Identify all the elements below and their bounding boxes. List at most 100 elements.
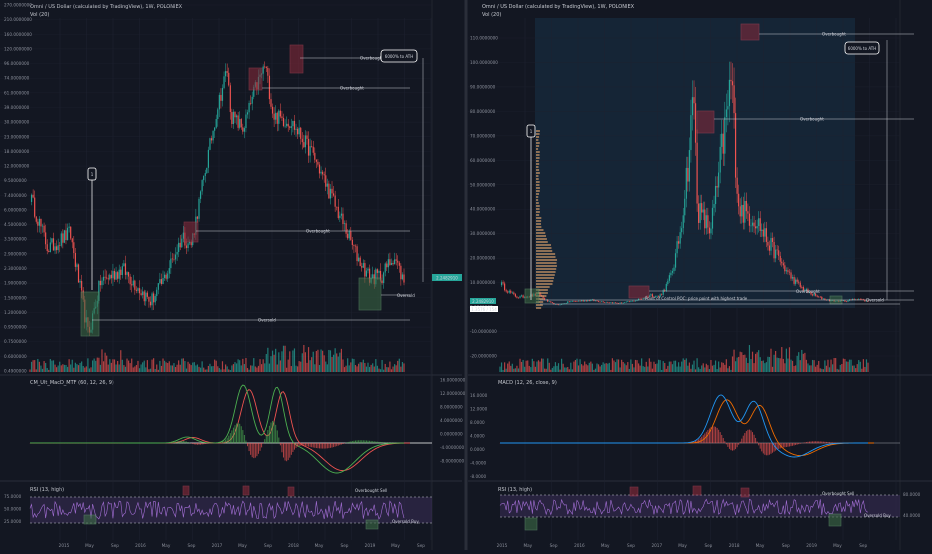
right-volume-profile-bar bbox=[536, 217, 541, 219]
right-volume-bar bbox=[647, 366, 648, 372]
left-candle-body bbox=[133, 281, 134, 286]
left-volume-bar bbox=[141, 364, 142, 372]
left-y-tick-label: 18.0000000 bbox=[4, 149, 30, 154]
left-candle-body bbox=[181, 239, 182, 248]
right-volume-profile-bar bbox=[536, 202, 539, 204]
left-candle-body bbox=[200, 191, 201, 198]
right-macd-hist bbox=[738, 443, 739, 445]
right-volume-bar bbox=[504, 362, 505, 372]
right-x-tick-label: Sep bbox=[627, 543, 635, 548]
left-volume-bar bbox=[211, 366, 212, 372]
left-candle-body bbox=[391, 263, 392, 265]
right-volume-bar bbox=[604, 364, 605, 372]
left-volume-bar bbox=[317, 350, 318, 372]
left-price-subtitle: Vol (20) bbox=[30, 12, 49, 18]
right-volume-bar bbox=[781, 347, 782, 372]
right-rsi-ob-label: Overbought Sell bbox=[822, 491, 854, 496]
left-candle-body bbox=[156, 290, 157, 296]
right-macd-hist bbox=[800, 443, 801, 444]
right-candle-body bbox=[586, 301, 587, 302]
left-candle-body bbox=[269, 76, 270, 99]
right-y-tick-label: 80.0000000 bbox=[470, 109, 496, 114]
right-candle-body bbox=[761, 230, 762, 231]
right-volume-bar bbox=[855, 368, 856, 372]
right-volume-bar bbox=[536, 362, 537, 372]
left-macd-hist bbox=[264, 439, 265, 443]
left-candle-body bbox=[338, 207, 339, 218]
right-volume-bar bbox=[624, 363, 625, 372]
left-price-tag-label: 2.2482910 bbox=[436, 276, 458, 281]
right-volume-bar bbox=[555, 362, 556, 372]
right-volume-bar bbox=[620, 367, 621, 372]
right-volume-bar bbox=[635, 360, 636, 372]
right-candle-body bbox=[784, 265, 785, 271]
right-volume-bar bbox=[598, 364, 599, 372]
right-volume-bar bbox=[840, 365, 841, 372]
right-rsi-y-tick: 40.0000 bbox=[903, 513, 921, 518]
right-volume-bar bbox=[826, 366, 827, 372]
right-volume-bar bbox=[564, 367, 565, 372]
left-volume-bar bbox=[83, 366, 84, 372]
right-macd-hist bbox=[818, 441, 819, 443]
left-volume-bar bbox=[259, 359, 260, 372]
left-volume-bar bbox=[330, 350, 331, 372]
left-candle-body bbox=[72, 239, 73, 243]
left-volume-bar bbox=[225, 364, 226, 372]
left-volume-bar bbox=[98, 358, 99, 372]
left-volume-bar bbox=[372, 363, 373, 372]
right-x-tick-label: Sep bbox=[782, 543, 790, 548]
right-macd-hist bbox=[761, 443, 762, 451]
left-volume-bar bbox=[33, 360, 34, 372]
left-macd-hist bbox=[369, 441, 370, 443]
left-candle-body bbox=[144, 291, 145, 301]
right-volume-profile-bar bbox=[536, 241, 548, 243]
left-macd-hist bbox=[357, 440, 358, 443]
left-macd-hist bbox=[321, 443, 322, 449]
right-macd-hist bbox=[715, 427, 716, 443]
left-volume-bar bbox=[145, 367, 146, 372]
right-volume-profile-bar bbox=[536, 133, 540, 135]
right-volume-profile-bar bbox=[536, 190, 540, 192]
left-candle-body bbox=[225, 71, 226, 76]
left-macd-hist bbox=[275, 425, 276, 443]
right-macd-title: MACD (12, 26, close, 9) bbox=[498, 380, 557, 386]
right-volume-bar bbox=[777, 358, 778, 372]
right-volume-bar bbox=[838, 370, 839, 372]
left-volume-bar bbox=[385, 364, 386, 372]
right-y-tick-label: 40.0000000 bbox=[470, 207, 496, 212]
left-macd-hist bbox=[192, 443, 193, 444]
right-volume-bar bbox=[849, 360, 850, 372]
left-candle-body bbox=[328, 184, 329, 199]
right-candle-body bbox=[770, 238, 771, 251]
right-macd-hist bbox=[723, 438, 724, 443]
right-candle-body bbox=[743, 205, 744, 223]
left-volume-bar bbox=[313, 352, 314, 372]
left-volume-bar bbox=[306, 363, 307, 372]
left-candle-body bbox=[198, 199, 199, 219]
right-volume-bar bbox=[812, 360, 813, 372]
left-volume-bar bbox=[206, 369, 207, 372]
right-volume-bar bbox=[510, 366, 511, 372]
right-candle-body bbox=[752, 223, 753, 226]
left-candle-body bbox=[360, 258, 361, 267]
left-volume-bar bbox=[316, 351, 317, 372]
right-volume-bar bbox=[529, 366, 530, 372]
left-macd-hist bbox=[361, 440, 362, 443]
left-volume-bar bbox=[126, 359, 127, 372]
right-volume-bar bbox=[750, 359, 751, 372]
left-macd-hist bbox=[368, 441, 369, 444]
left-macd-hist bbox=[382, 442, 383, 443]
left-candle-body bbox=[342, 214, 343, 224]
right-poc-label: Point of Control POC: price point with h… bbox=[645, 296, 748, 301]
right-rsi-ob-box bbox=[693, 486, 701, 495]
right-volume-bar bbox=[727, 368, 728, 372]
right-volume-bar bbox=[804, 353, 805, 372]
right-volume-bar bbox=[832, 364, 833, 372]
right-macd-hist bbox=[712, 427, 713, 444]
left-macd-hist bbox=[325, 443, 326, 448]
left-volume-bar bbox=[230, 370, 231, 372]
right-volume-bar bbox=[709, 369, 710, 372]
right-volume-bar bbox=[852, 366, 853, 372]
left-candle-body bbox=[252, 97, 253, 104]
left-volume-bar bbox=[37, 359, 38, 372]
